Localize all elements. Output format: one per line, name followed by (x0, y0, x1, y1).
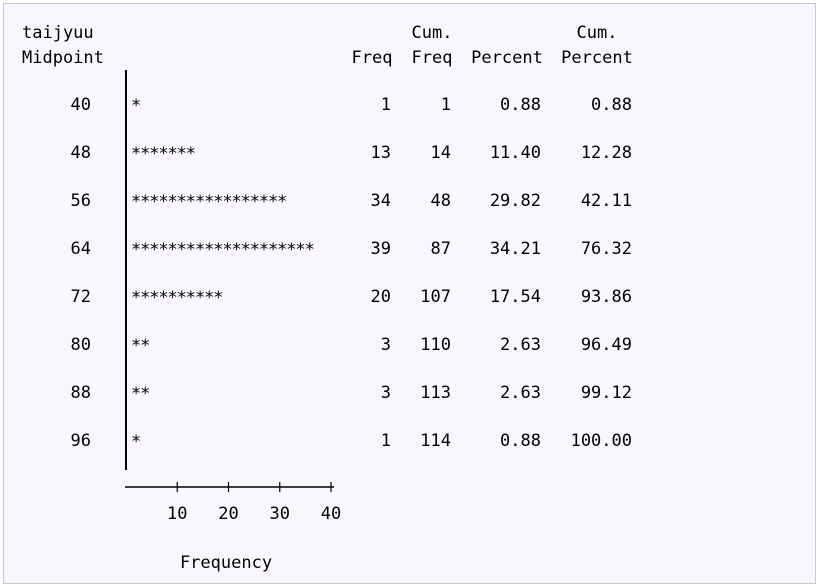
midpoint-label: 72 (71, 287, 91, 307)
midpoint-label: 96 (71, 431, 91, 451)
histogram-bar: * (131, 96, 140, 116)
freq-value: 1 (381, 431, 391, 451)
freq-value: 3 (381, 383, 391, 403)
histogram-bar: ******* (131, 144, 195, 164)
freq-value: 3 (381, 335, 391, 355)
freq-header-line2: Freq (352, 48, 393, 68)
percent-value: 2.63 (500, 335, 541, 355)
cum-freq-value: 110 (420, 335, 451, 355)
cum-freq-value: 107 (420, 287, 451, 307)
cum-percent-value: 93.86 (581, 287, 632, 307)
histogram-bar: ** (131, 336, 149, 356)
midpoint-label: 56 (71, 191, 91, 211)
cum-freq-value: 113 (420, 383, 451, 403)
percent-value: 0.88 (500, 431, 541, 451)
x-axis-tick-label: 40 (321, 504, 341, 524)
x-axis-tick-label: 10 (167, 504, 187, 524)
percent-value: 0.88 (500, 95, 541, 115)
cum-percent-value: 42.11 (581, 191, 632, 211)
cum-percent-header-line2: Percent (561, 48, 633, 68)
cum-percent-value: 0.88 (591, 95, 632, 115)
histogram-bar: ***************** (131, 192, 286, 212)
freq-value: 1 (381, 95, 391, 115)
freq-value: 20 (371, 287, 391, 307)
cum-percent-value: 76.32 (581, 239, 632, 259)
midpoint-label: 64 (71, 239, 91, 259)
x-axis-tick-label: 20 (218, 504, 238, 524)
percent-value: 2.63 (500, 383, 541, 403)
cum-percent-value: 12.28 (581, 143, 632, 163)
histogram-bar: ********** (131, 288, 222, 308)
midpoint-label: 88 (71, 383, 91, 403)
histogram-bar: ** (131, 384, 149, 404)
cum-percent-header-line1: Cum. (577, 23, 618, 43)
freq-value: 39 (371, 239, 391, 259)
cum-freq-value: 87 (431, 239, 451, 259)
cum-freq-value: 48 (431, 191, 451, 211)
percent-value: 17.54 (490, 287, 541, 307)
variable-label: taijyuu (22, 23, 94, 43)
histogram-bar: * (131, 432, 140, 452)
freq-value: 13 (371, 143, 391, 163)
midpoint-label: 80 (71, 335, 91, 355)
freq-value: 34 (371, 191, 391, 211)
cum-percent-value: 99.12 (581, 383, 632, 403)
percent-value: 11.40 (490, 143, 541, 163)
cum-freq-value: 14 (431, 143, 451, 163)
cum-freq-header-line2: Freq (412, 48, 453, 68)
percent-header-line2: Percent (471, 48, 543, 68)
cum-freq-header-line1: Cum. (412, 23, 453, 43)
cum-freq-value: 114 (420, 431, 451, 451)
x-axis-label: Frequency (180, 553, 272, 573)
percent-value: 29.82 (490, 191, 541, 211)
midpoint-header: Midpoint (22, 48, 104, 68)
histogram-bar: ******************** (131, 240, 314, 260)
x-axis-tick-label: 30 (270, 504, 290, 524)
cum-percent-value: 96.49 (581, 335, 632, 355)
cum-percent-value: 100.00 (571, 431, 632, 451)
cum-freq-value: 1 (441, 95, 451, 115)
midpoint-label: 48 (71, 143, 91, 163)
percent-value: 34.21 (490, 239, 541, 259)
midpoint-label: 40 (71, 95, 91, 115)
